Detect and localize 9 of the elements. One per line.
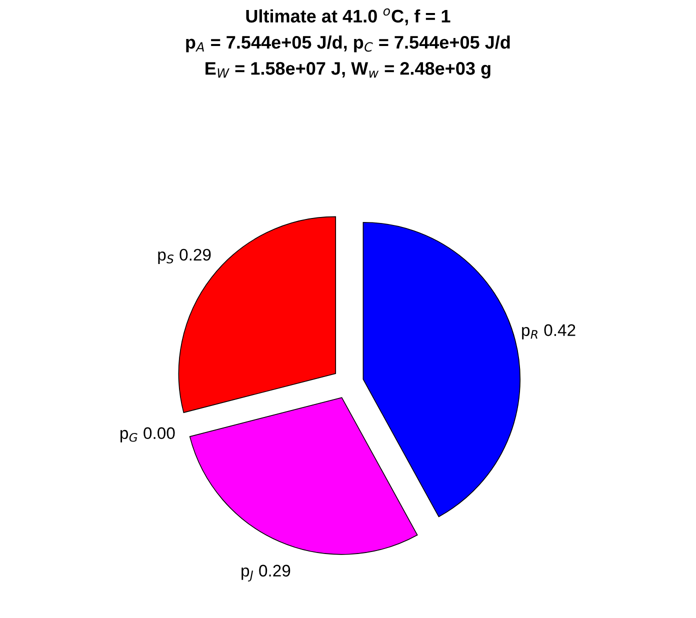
data-label: 0.42 — [544, 324, 576, 336]
category-label: p$_{G}$ — [120, 430, 138, 442]
slice-label: p$_{J}$ — [242, 567, 254, 582]
slice-label: p$_{S}$ — [158, 252, 174, 264]
text: 0.00 — [144, 427, 175, 440]
chart-title: Ultimate at 41.0 $^{o}$C, f = 1 p$_{A}$ = 7.544e+05 J/d, p$_{C}$ = 7.544e+05 J/d E$_{W}$ = 1.58e+07 J, W$_{w}$ = 2.48e+03 g — [186, 8, 510, 78]
data-label: 0.29 — [180, 248, 211, 261]
slice-label: p$_{R}$ — [522, 326, 538, 340]
data-label: 0.29 — [259, 564, 290, 577]
